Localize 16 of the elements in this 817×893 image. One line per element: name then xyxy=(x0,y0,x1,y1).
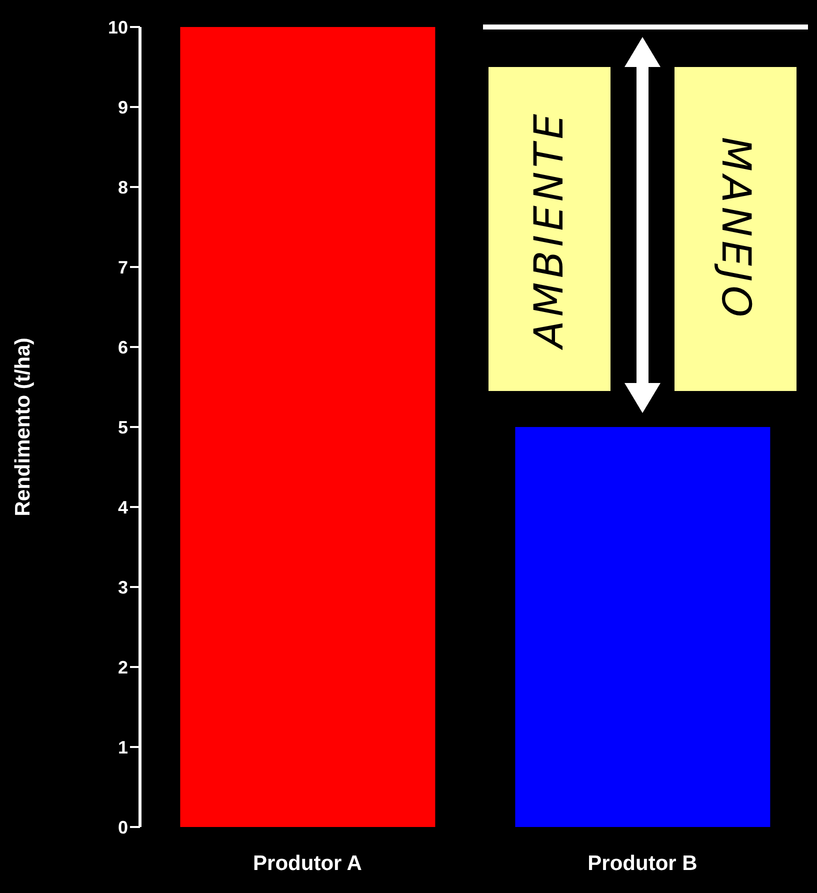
y-tick-label: 4 xyxy=(118,497,128,518)
annotation: MANEJO xyxy=(712,136,758,322)
y-tick-label: 1 xyxy=(118,737,128,758)
y-tick-label: 5 xyxy=(118,417,128,438)
y-tick-label: 8 xyxy=(118,177,128,198)
y-tick-label: 9 xyxy=(118,97,128,118)
x-tick-label: Produtor A xyxy=(253,852,362,875)
x-tick-label: Produtor B xyxy=(588,852,698,875)
y-tick-label: 3 xyxy=(118,577,128,598)
y-tick-label: 0 xyxy=(118,817,128,838)
y-tick-label: 10 xyxy=(108,17,128,38)
annotation: AMBIENTE xyxy=(526,110,572,352)
y-tick-label: 2 xyxy=(118,657,128,678)
y-tick-label: 6 xyxy=(118,337,128,358)
y-tick-label: 7 xyxy=(118,257,128,278)
y-axis-title: Rendimento (t/ha) xyxy=(11,338,34,516)
